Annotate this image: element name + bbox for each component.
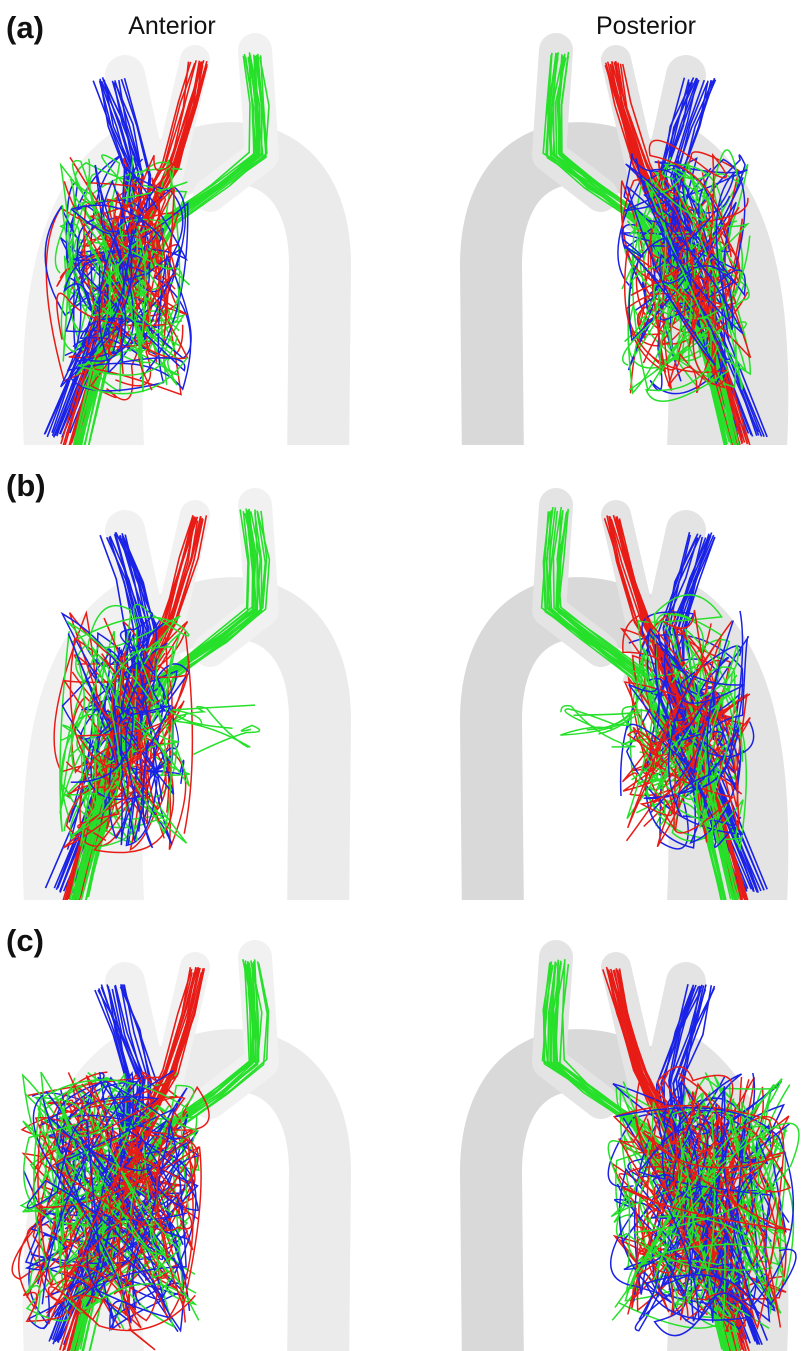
- view: [44, 50, 320, 465]
- panel-label: (c): [6, 923, 44, 958]
- view: [46, 505, 321, 920]
- streamline: [565, 709, 629, 728]
- panel-label: (a): [6, 10, 44, 45]
- view: [491, 505, 767, 920]
- panel: [491, 957, 799, 1351]
- panel: [46, 505, 321, 920]
- panel: [12, 957, 320, 1351]
- column-title: Posterior: [596, 12, 696, 40]
- column-title: Anterior: [128, 12, 216, 40]
- figure: (a) (b) (c) Anterior Posterior: [0, 0, 811, 1351]
- view: [491, 50, 767, 465]
- view: [12, 957, 320, 1351]
- panel-label: (b): [6, 468, 46, 503]
- view: [491, 957, 799, 1351]
- panels: [12, 50, 799, 1351]
- panel: [491, 50, 767, 465]
- page: (a) (b) (c) Anterior Posterior (() => { …: [0, 0, 811, 1351]
- panel: [44, 50, 320, 465]
- panel: [491, 505, 767, 920]
